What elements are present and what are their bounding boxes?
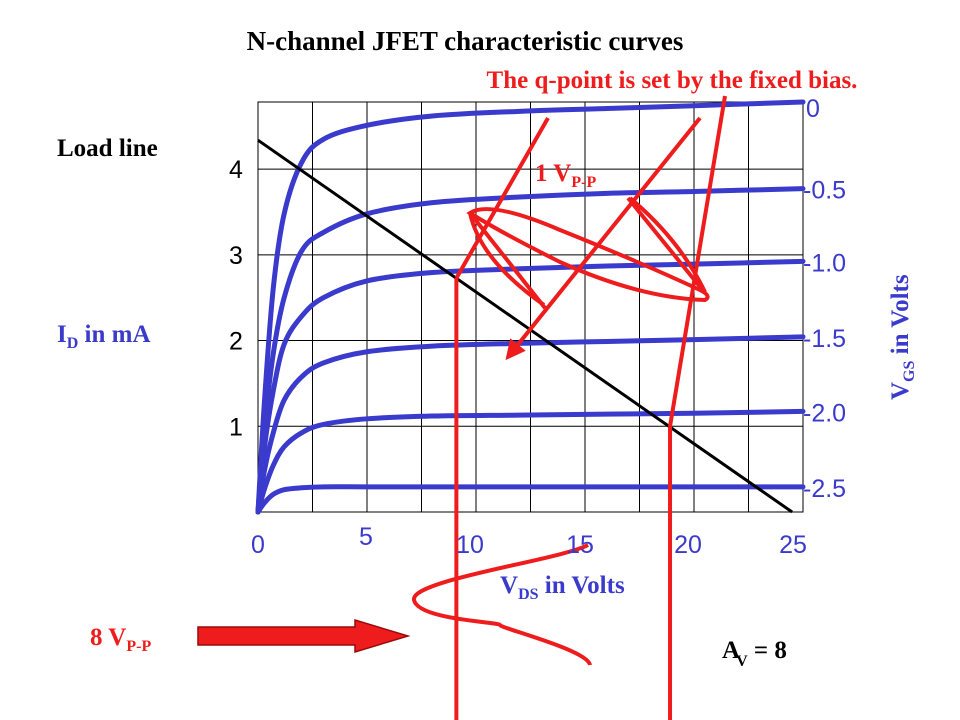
tick-labels: 0 -0.5 -1.0 -1.5 -2.0 -2.5 0 5 10 15 20 25 1 2 3 4 bbox=[229, 95, 846, 559]
load-line bbox=[257, 138, 793, 514]
gain-label: AV = 8 bbox=[722, 637, 787, 670]
output-swing-main: 8 V bbox=[90, 624, 126, 651]
gain-sub: V bbox=[736, 653, 748, 670]
characteristic-curves bbox=[255, 99, 806, 515]
x-tick-label: 5 bbox=[359, 523, 373, 551]
y-tick-label: 3 bbox=[229, 242, 243, 270]
output-swing-sub: P-P bbox=[126, 638, 151, 655]
chart-title: N-channel JFET characteristic curves bbox=[247, 26, 684, 56]
vgs-value-label: -1.0 bbox=[803, 249, 846, 277]
id-label-sub: D bbox=[67, 335, 79, 352]
y-tick-label: 1 bbox=[229, 413, 243, 441]
x-tick-label: 10 bbox=[456, 531, 484, 559]
input-swing-tick-left bbox=[468, 211, 547, 310]
output-swing-label: 8 VP-P bbox=[90, 624, 151, 655]
signal-overlay bbox=[197, 95, 727, 720]
load-line-group bbox=[257, 138, 793, 514]
vds-label-rest: in Volts bbox=[539, 572, 625, 599]
y-tick-label: 2 bbox=[229, 328, 243, 356]
gain-main: A bbox=[722, 637, 740, 664]
qpoint-arrow bbox=[505, 116, 702, 361]
load-line-label: Load line bbox=[57, 135, 158, 162]
input-swing-arc-left bbox=[468, 212, 546, 307]
vgs-value-label: 0 bbox=[806, 95, 820, 123]
vgs-value-label: -1.5 bbox=[803, 325, 846, 353]
input-swing-main: 1 V bbox=[535, 160, 571, 187]
output-sine-wave bbox=[412, 543, 592, 666]
vgs-curve--1.5 bbox=[255, 334, 806, 515]
input-swing-ellipse bbox=[466, 207, 710, 303]
output-arrow bbox=[197, 618, 411, 654]
x-tick-label: 15 bbox=[566, 531, 594, 559]
x-tick-label: 0 bbox=[251, 531, 265, 559]
vgs-curve-0 bbox=[255, 99, 806, 515]
vgs-label-main: V bbox=[887, 382, 914, 400]
y-tick-label: 4 bbox=[229, 156, 243, 184]
vds-axis-label: VDS in Volts bbox=[500, 572, 625, 603]
vds-label-main: V bbox=[500, 572, 518, 599]
vgs-curve--1.0 bbox=[255, 258, 806, 515]
id-axis-label: ID in mA bbox=[57, 321, 151, 352]
input-swing-line-1 bbox=[454, 117, 550, 280]
x-tick-label: 20 bbox=[674, 531, 702, 559]
input-swing-line-2 bbox=[668, 95, 727, 427]
gain-rest: = 8 bbox=[748, 637, 787, 664]
qpoint-note: The q-point is set by the fixed bias. bbox=[487, 67, 858, 94]
vgs-curve--2.0 bbox=[255, 408, 806, 515]
vgs-curve--2.5 bbox=[255, 484, 806, 515]
input-swing-tick-right bbox=[626, 196, 707, 295]
vgs-axis-label: VGS in Volts bbox=[887, 274, 918, 400]
x-tick-label: 25 bbox=[779, 531, 807, 559]
input-swing-sub: P-P bbox=[571, 174, 596, 191]
vgs-label-rest: in Volts bbox=[887, 274, 914, 360]
input-swing-arc-right bbox=[628, 196, 707, 293]
id-label-rest: in mA bbox=[78, 321, 150, 348]
vds-label-sub: DS bbox=[518, 586, 539, 603]
vgs-value-label: -2.5 bbox=[803, 475, 846, 503]
plot-grid bbox=[257, 101, 804, 513]
vgs-value-label: -2.0 bbox=[803, 399, 846, 427]
vgs-value-label: -0.5 bbox=[803, 177, 846, 205]
id-label-main: I bbox=[57, 321, 67, 348]
vgs-label-sub: GS bbox=[901, 360, 918, 381]
input-swing-label: 1 VP-P bbox=[535, 160, 596, 191]
